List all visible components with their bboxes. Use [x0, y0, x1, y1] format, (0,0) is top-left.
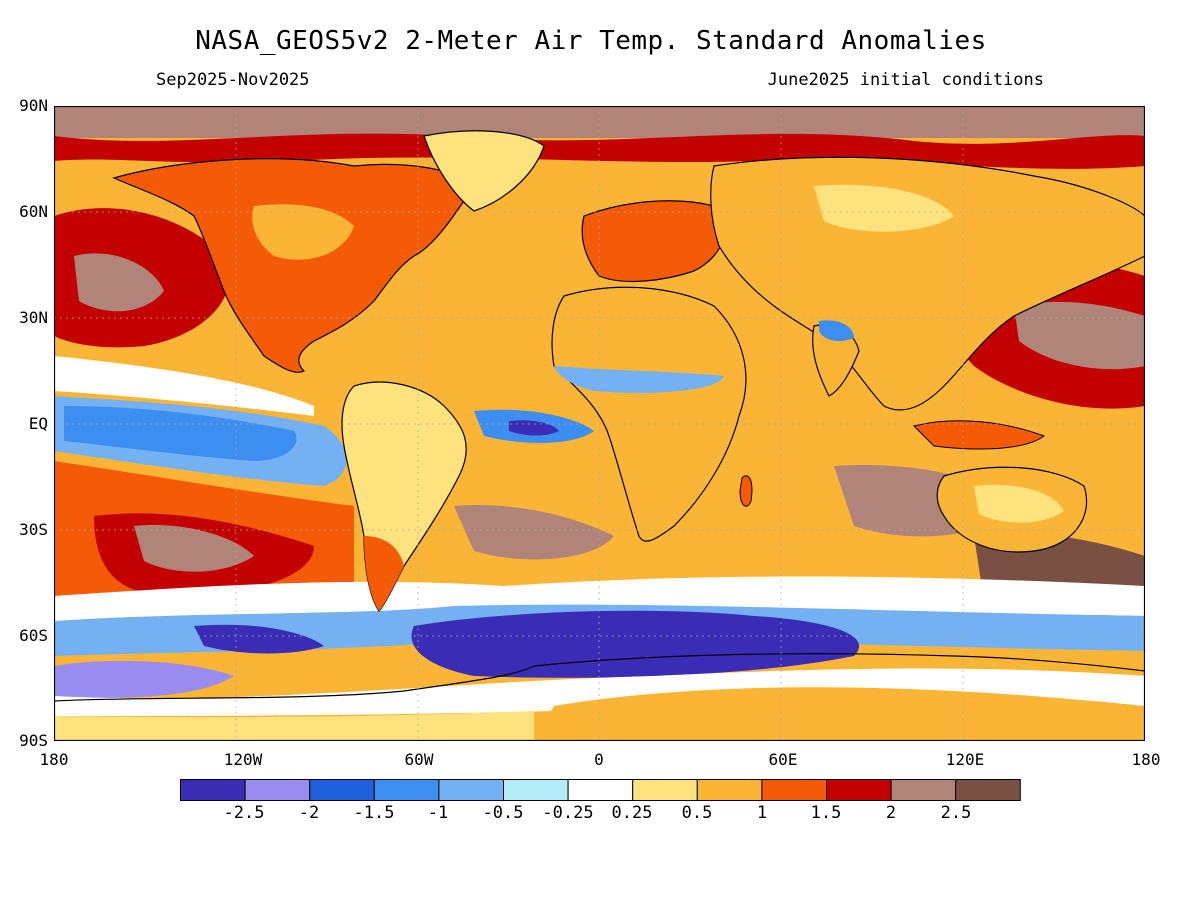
india-blue	[819, 320, 854, 342]
south-pacific-brown	[134, 525, 254, 572]
map-title: NASA_GEOS5v2 2-Meter Air Temp. Standard …	[195, 26, 987, 56]
colorbar-swatch-7	[567, 779, 634, 801]
lon-label-120e: 120E	[945, 750, 985, 769]
subtropical-white	[54, 356, 314, 416]
cb-tick-9: 1	[756, 803, 768, 823]
asia	[710, 156, 1145, 411]
cb-tick-12: 2.5	[940, 803, 972, 823]
colorbar-swatch-1	[180, 779, 246, 801]
siberia-light	[814, 184, 954, 232]
cb-tick-4: -1	[427, 803, 449, 823]
cb-tick-7: 0.25	[611, 803, 653, 823]
sahara-band	[554, 366, 724, 393]
south-america-south	[364, 536, 404, 611]
colorbar-swatch-9	[696, 779, 763, 801]
lat-label-eq: EQ	[28, 414, 48, 433]
southern-ocean-deep	[411, 610, 860, 678]
lon-label-180e: 180	[1131, 750, 1161, 769]
lon-label-60e: 60E	[768, 750, 798, 769]
cb-tick-10: 1.5	[810, 803, 842, 823]
cb-tick-1: -2.5	[223, 803, 265, 823]
lon-label-0: 0	[594, 750, 604, 769]
lon-label-120w: 120W	[223, 750, 263, 769]
colorbar-swatch-5	[438, 779, 504, 801]
colorbar-swatch-8	[632, 779, 698, 801]
europe	[581, 200, 725, 283]
lon-label-60w: 60W	[404, 750, 434, 769]
cb-tick-2: -2	[298, 803, 320, 823]
cb-tick-8: 0.5	[681, 803, 713, 823]
north-america-light	[252, 204, 354, 260]
map-frame	[54, 106, 1145, 741]
southern-ocean-violet-2	[194, 624, 324, 654]
lat-label-30n: 30N	[19, 308, 48, 327]
lat-label-90s: 90S	[19, 731, 48, 750]
indonesia	[913, 420, 1046, 450]
southern-ocean-white	[54, 576, 1145, 626]
east-pacific-brown	[1014, 301, 1145, 370]
lat-label-30s: 30S	[19, 520, 48, 539]
antarctica-yellow	[534, 687, 1145, 741]
colorbar-swatch-4	[373, 779, 440, 801]
colorbar-swatch-2	[244, 779, 311, 801]
cb-tick-3: -1.5	[353, 803, 395, 823]
cb-tick-11: 2	[885, 803, 897, 823]
init-conditions-label: June2025 initial conditions	[767, 70, 1044, 90]
colorbar-swatch-13	[955, 779, 1021, 801]
lat-label-60s: 60S	[19, 626, 48, 645]
madagascar	[739, 475, 753, 507]
tropical-pacific-blue	[64, 406, 297, 461]
colorbar-swatch-3	[309, 779, 375, 801]
period-label: Sep2025-Nov2025	[156, 70, 310, 90]
colorbar-swatch-11	[826, 779, 892, 801]
colorbar-swatch-10	[761, 779, 828, 801]
cb-tick-6: -0.25	[542, 803, 594, 823]
australia-pale	[974, 484, 1064, 523]
north-pacific-brown	[74, 253, 164, 312]
arctic-band	[54, 106, 1145, 138]
graticule	[54, 106, 1145, 741]
africa	[551, 286, 747, 542]
lat-label-60n: 60N	[19, 202, 48, 221]
cb-tick-5: -0.5	[482, 803, 524, 823]
lat-label-90n: 90N	[19, 96, 48, 115]
south-atlantic-brown	[454, 505, 614, 560]
antarctica-pale	[54, 711, 534, 741]
antarctica-coast	[54, 653, 1145, 702]
southern-ocean-violet	[54, 660, 234, 698]
anomaly-map	[54, 106, 1145, 741]
colorbar-swatch-12	[890, 779, 957, 801]
colorbar	[180, 779, 1021, 801]
lon-label-180w: 180	[39, 750, 69, 769]
colorbar-swatch-6	[503, 779, 569, 801]
greenland	[423, 130, 545, 212]
